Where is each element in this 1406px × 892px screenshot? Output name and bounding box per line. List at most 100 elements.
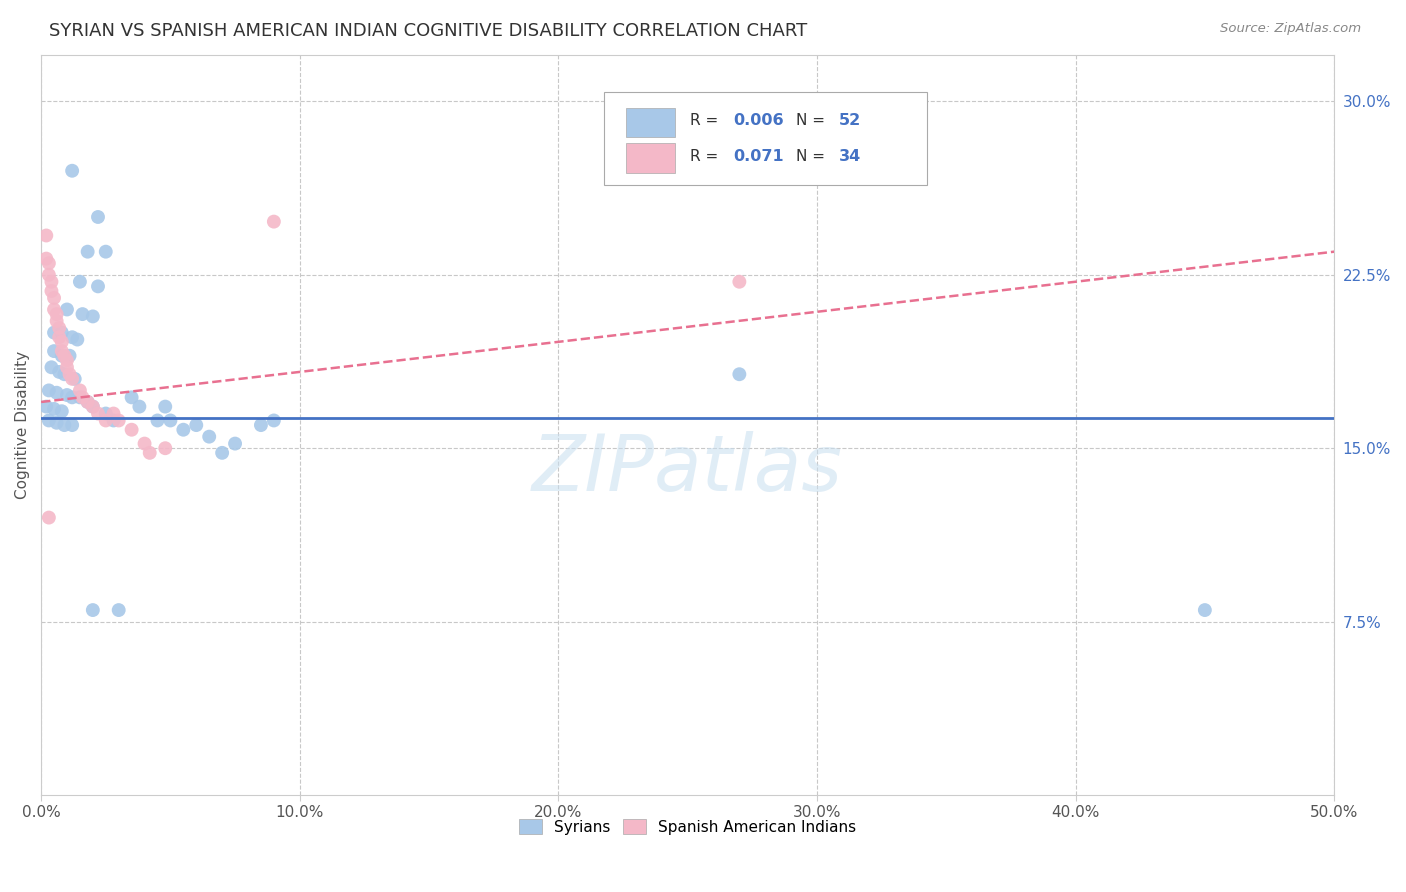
- Point: [186, 418, 208, 433]
- Text: 34: 34: [839, 149, 862, 164]
- FancyBboxPatch shape: [626, 144, 675, 173]
- Text: N =: N =: [796, 149, 830, 164]
- Point: [107, 413, 129, 427]
- Point: [263, 214, 285, 228]
- Point: [51, 326, 73, 340]
- Point: [728, 368, 751, 382]
- Point: [60, 390, 83, 404]
- Point: [45, 314, 67, 328]
- Point: [103, 413, 125, 427]
- Point: [41, 360, 63, 375]
- Point: [69, 384, 91, 398]
- Text: R =: R =: [690, 113, 723, 128]
- Point: [42, 401, 65, 416]
- Point: [41, 275, 63, 289]
- Y-axis label: Cognitive Disability: Cognitive Disability: [15, 351, 30, 500]
- Point: [35, 400, 58, 414]
- Point: [51, 334, 73, 349]
- Point: [38, 384, 60, 398]
- Point: [53, 418, 76, 433]
- Point: [138, 446, 160, 460]
- Point: [94, 413, 117, 427]
- Text: 0.006: 0.006: [733, 113, 783, 128]
- Text: 52: 52: [839, 113, 862, 128]
- Point: [66, 333, 89, 347]
- Point: [35, 252, 58, 266]
- Point: [103, 407, 125, 421]
- Point: [159, 413, 181, 427]
- Point: [211, 446, 233, 460]
- Point: [82, 603, 104, 617]
- Point: [53, 368, 76, 382]
- Point: [48, 365, 70, 379]
- Point: [69, 390, 91, 404]
- Point: [38, 510, 60, 524]
- Point: [45, 385, 67, 400]
- Point: [87, 210, 110, 224]
- Text: R =: R =: [690, 149, 728, 164]
- Point: [42, 344, 65, 359]
- Point: [42, 302, 65, 317]
- Point: [42, 291, 65, 305]
- Point: [198, 430, 221, 444]
- Point: [87, 279, 110, 293]
- Point: [76, 395, 98, 409]
- Point: [76, 244, 98, 259]
- Point: [172, 423, 194, 437]
- Point: [60, 330, 83, 344]
- Point: [56, 360, 79, 375]
- Point: [121, 390, 143, 404]
- Point: [263, 413, 285, 427]
- Text: Source: ZipAtlas.com: Source: ZipAtlas.com: [1220, 22, 1361, 36]
- Point: [41, 284, 63, 298]
- Point: [72, 390, 94, 404]
- Point: [38, 413, 60, 427]
- Point: [51, 349, 73, 363]
- Point: [94, 407, 117, 421]
- Point: [72, 307, 94, 321]
- FancyBboxPatch shape: [603, 92, 927, 185]
- FancyBboxPatch shape: [626, 108, 675, 137]
- Point: [35, 228, 58, 243]
- Point: [48, 330, 70, 344]
- Point: [728, 275, 751, 289]
- Point: [224, 436, 246, 450]
- Text: N =: N =: [796, 113, 830, 128]
- Point: [56, 353, 79, 368]
- Point: [76, 395, 98, 409]
- Point: [60, 418, 83, 433]
- Point: [87, 407, 110, 421]
- Point: [155, 400, 177, 414]
- Point: [121, 423, 143, 437]
- Point: [82, 400, 104, 414]
- Point: [146, 413, 169, 427]
- Point: [1194, 603, 1216, 617]
- Point: [82, 400, 104, 414]
- Point: [56, 302, 79, 317]
- Point: [250, 418, 273, 433]
- Point: [45, 307, 67, 321]
- Point: [53, 349, 76, 363]
- Point: [82, 310, 104, 324]
- Text: ZIPatlas: ZIPatlas: [533, 432, 844, 508]
- Point: [56, 388, 79, 402]
- Point: [58, 368, 80, 382]
- Point: [45, 416, 67, 430]
- Point: [60, 163, 83, 178]
- Point: [134, 436, 156, 450]
- Text: 0.071: 0.071: [733, 149, 783, 164]
- Legend: Syrians, Spanish American Indians: Syrians, Spanish American Indians: [513, 813, 862, 840]
- Point: [48, 321, 70, 335]
- Text: SYRIAN VS SPANISH AMERICAN INDIAN COGNITIVE DISABILITY CORRELATION CHART: SYRIAN VS SPANISH AMERICAN INDIAN COGNIT…: [49, 22, 807, 40]
- Point: [128, 400, 150, 414]
- Point: [94, 244, 117, 259]
- Point: [155, 441, 177, 455]
- Point: [107, 603, 129, 617]
- Point: [51, 344, 73, 359]
- Point: [38, 256, 60, 270]
- Point: [42, 326, 65, 340]
- Point: [38, 268, 60, 282]
- Point: [60, 372, 83, 386]
- Point: [69, 275, 91, 289]
- Point: [58, 349, 80, 363]
